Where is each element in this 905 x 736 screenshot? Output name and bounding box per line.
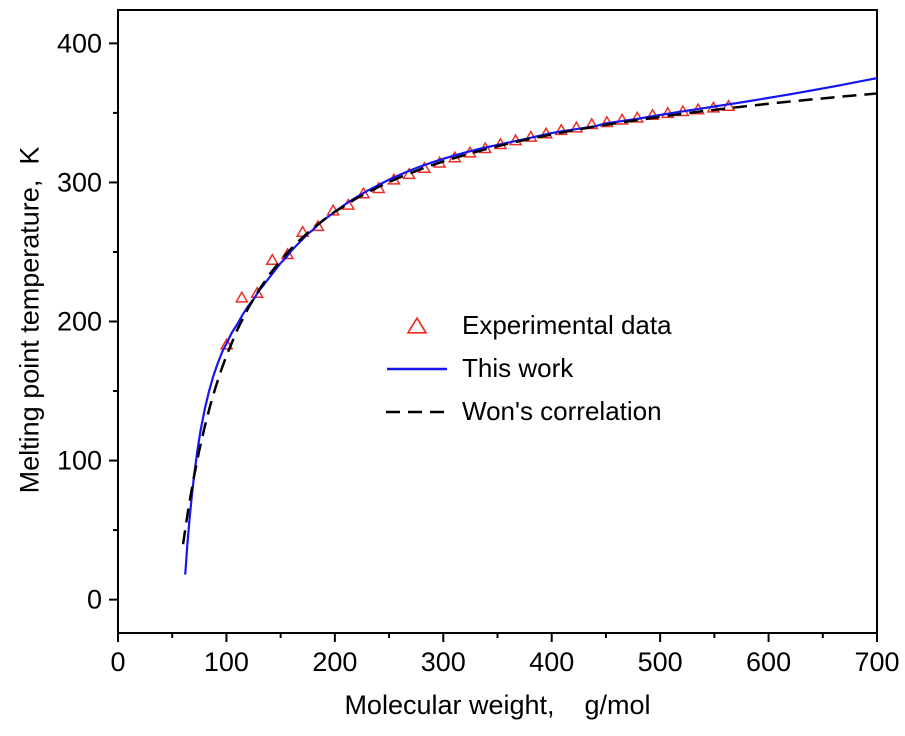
legend-item-experimental-data: Experimental data [386,304,672,347]
y-tick-label: 200 [57,307,102,337]
x-tick-label: 500 [638,647,683,677]
legend-item-wons-correlation: Won's correlation [386,390,672,433]
dashed-line-icon [386,408,448,416]
data-point-marker [234,290,249,303]
x-tick-label: 400 [529,647,574,677]
solid-line-icon [386,365,448,373]
x-tick-label: 700 [854,647,899,677]
axis-tick-labels: 0 100 200 300 400 500 600 700 0 100 200 300 400 [57,28,900,677]
data-point-marker [356,186,371,199]
data-point-marker [584,117,599,130]
legend-item-this-work: This work [386,347,672,390]
x-axis-label: Molecular weight, g/mol [344,690,651,720]
y-tick-label: 0 [87,585,102,615]
data-point-marker [219,337,234,350]
data-point-marker [554,123,569,136]
y-axis-label: Melting point temperature, K [14,146,45,494]
axis-ticks [109,42,878,642]
y-tick-label: 300 [57,167,102,197]
data-point-marker [630,110,645,123]
legend-label-experimental-data: Experimental data [462,310,672,340]
data-point-marker [645,108,660,121]
open-triangle-marker-icon [386,316,448,335]
x-tick-label: 0 [110,647,125,677]
data-point-marker [265,253,280,265]
y-tick-label: 400 [57,28,102,58]
legend-label-wons-correlation: Won's correlation [462,396,662,426]
series-won-s-correlation [181,92,878,545]
x-tick-label: 300 [421,647,466,677]
legend: Experimental data This work Won's correl… [386,304,672,433]
x-tick-label: 200 [312,647,357,677]
data-point-marker [615,112,629,125]
x-tick-label: 600 [746,647,791,677]
data-point-marker [569,120,584,133]
data-point-marker [250,286,264,299]
legend-label-this-work: This work [462,353,574,383]
series-this-work [184,77,878,575]
y-tick-label: 100 [57,446,102,476]
x-tick-label: 100 [204,647,249,677]
